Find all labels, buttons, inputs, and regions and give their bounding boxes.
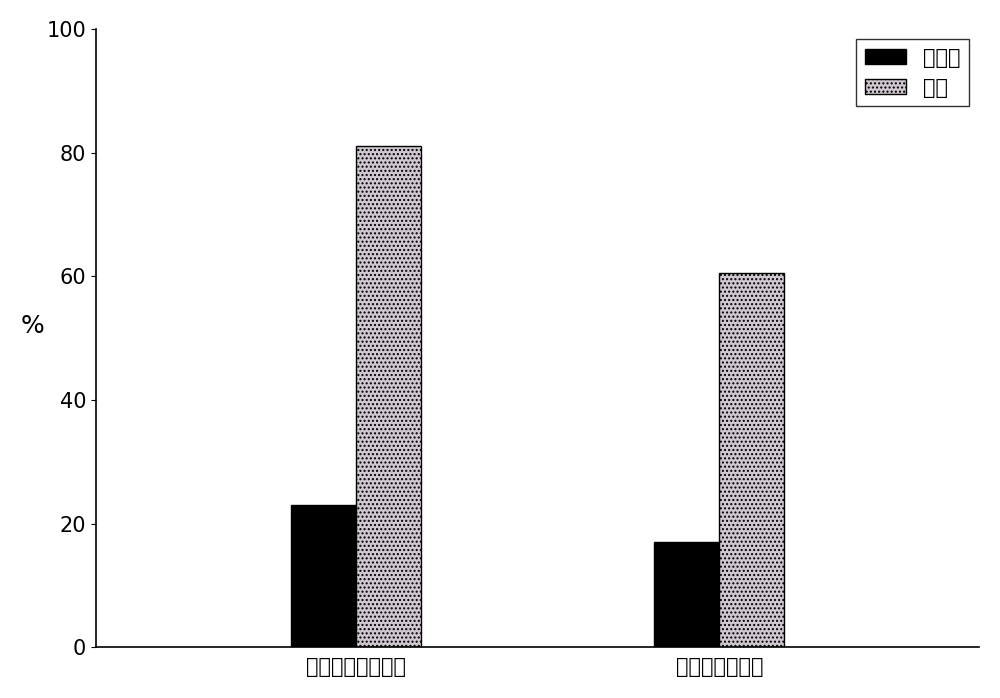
Bar	[356, 147, 421, 648]
Bar	[719, 273, 784, 648]
Y-axis label: %: %	[21, 314, 45, 338]
Legend: 出油率, 得率: 出油率, 得率	[856, 39, 969, 106]
Bar	[654, 542, 719, 648]
Bar	[291, 505, 356, 648]
